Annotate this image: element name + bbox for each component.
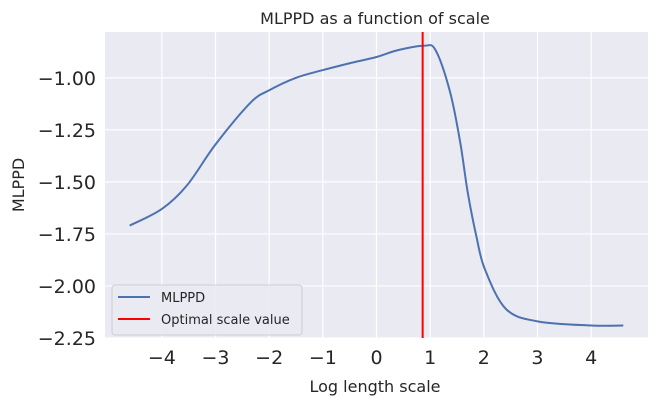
y-tick-label: −2.25 — [38, 328, 96, 350]
legend-label-optimal: Optimal scale value — [161, 313, 290, 328]
legend-label-mlppd: MLPPD — [161, 291, 205, 306]
x-tick-label: −4 — [148, 347, 176, 369]
x-axis-label: Log length scale — [310, 377, 441, 396]
y-tick-label: −1.75 — [38, 224, 96, 246]
x-tick-label: 1 — [424, 347, 436, 369]
x-tick-label: 4 — [585, 347, 597, 369]
y-tick-labels: −1.00 −1.25 −1.50 −1.75 −2.00 −2.25 — [38, 68, 96, 350]
x-tick-label: −1 — [309, 347, 337, 369]
y-axis-label: MLPPD — [9, 158, 28, 212]
x-tick-label: 3 — [531, 347, 543, 369]
y-tick-label: −2.00 — [38, 276, 96, 298]
y-tick-label: −1.00 — [38, 68, 96, 90]
legend: MLPPD Optimal scale value — [111, 284, 303, 336]
x-tick-label: 2 — [478, 347, 490, 369]
grid — [105, 32, 648, 339]
legend-box — [111, 284, 303, 336]
x-tick-label: −2 — [255, 347, 283, 369]
chart-title: MLPPD as a function of scale — [260, 9, 490, 28]
x-tick-label: 0 — [370, 347, 382, 369]
x-tick-label: −3 — [202, 347, 230, 369]
y-tick-label: −1.50 — [38, 172, 96, 194]
series-line-mlppd — [129, 44, 624, 327]
x-tick-labels: −4 −3 −2 −1 0 1 2 3 4 — [148, 347, 597, 369]
y-tick-label: −1.25 — [38, 120, 96, 142]
